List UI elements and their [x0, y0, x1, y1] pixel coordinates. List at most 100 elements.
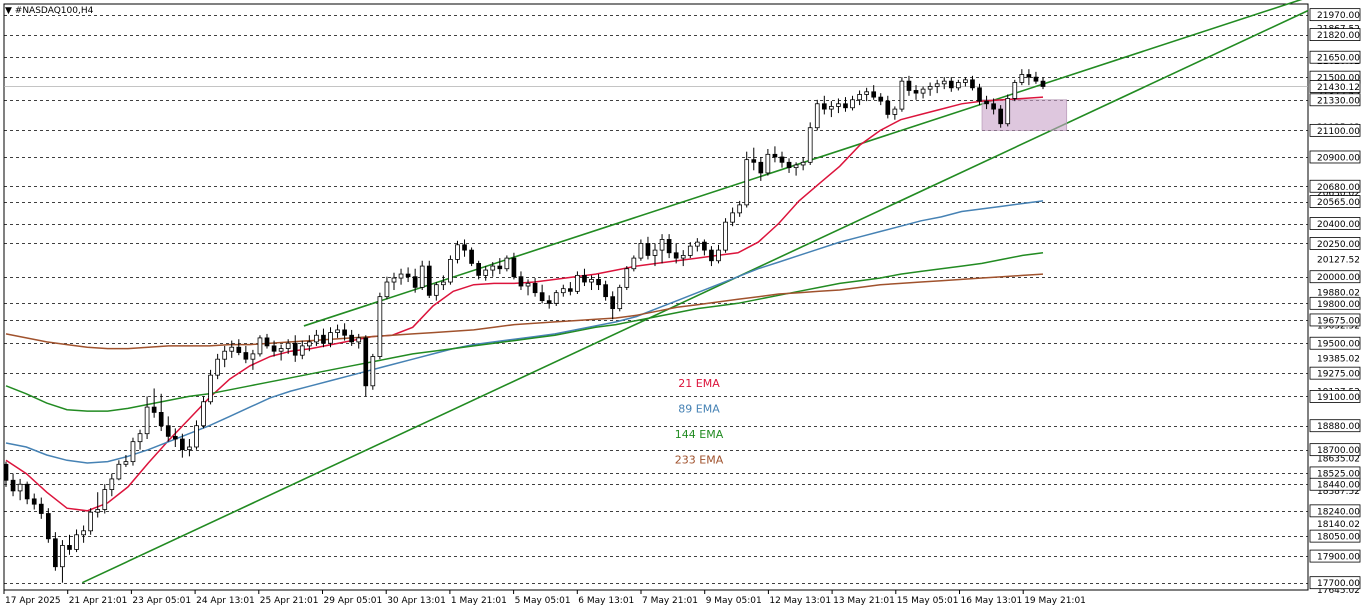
candle[interactable] — [187, 439, 192, 457]
candle[interactable] — [172, 428, 178, 447]
candle[interactable] — [95, 492, 101, 518]
candle[interactable] — [158, 393, 164, 432]
candle[interactable] — [462, 239, 467, 257]
candle[interactable] — [504, 255, 510, 272]
candle[interactable] — [807, 122, 813, 165]
candle[interactable] — [1019, 69, 1025, 86]
candle[interactable] — [730, 207, 735, 227]
candle[interactable] — [278, 344, 284, 361]
candle[interactable] — [744, 151, 750, 208]
candle[interactable] — [991, 98, 996, 115]
candle[interactable] — [864, 87, 869, 102]
candle[interactable] — [673, 243, 679, 264]
candle[interactable] — [441, 275, 446, 291]
candle[interactable] — [370, 353, 376, 390]
candle[interactable] — [3, 461, 9, 487]
candle[interactable] — [130, 437, 136, 466]
candle[interactable] — [1033, 71, 1039, 84]
candle[interactable] — [483, 266, 489, 281]
candle[interactable] — [469, 247, 474, 267]
ema-line[interactable] — [5, 252, 1044, 412]
candle[interactable] — [772, 146, 778, 163]
candle[interactable] — [24, 481, 30, 505]
candle[interactable] — [151, 388, 157, 418]
candle[interactable] — [857, 90, 862, 106]
candle[interactable] — [751, 147, 757, 171]
candle[interactable] — [271, 340, 277, 357]
candle[interactable] — [963, 77, 968, 87]
candle[interactable] — [518, 271, 524, 291]
candle[interactable] — [356, 333, 362, 349]
candle[interactable] — [885, 95, 891, 119]
candle[interactable] — [60, 540, 65, 583]
candle[interactable] — [800, 156, 806, 171]
candle[interactable] — [814, 99, 820, 131]
candle[interactable] — [116, 460, 122, 481]
candle[interactable] — [624, 266, 630, 291]
candle[interactable] — [398, 268, 404, 285]
candle[interactable] — [850, 95, 855, 111]
candle[interactable] — [264, 333, 270, 349]
candle[interactable] — [285, 339, 291, 354]
candle[interactable] — [38, 497, 44, 519]
candle[interactable] — [67, 534, 72, 555]
candle[interactable] — [948, 77, 954, 92]
candle[interactable] — [497, 258, 503, 275]
candle[interactable] — [709, 246, 714, 267]
candle[interactable] — [208, 369, 213, 405]
candle[interactable] — [426, 260, 432, 298]
candle[interactable] — [243, 345, 249, 364]
candle[interactable] — [920, 86, 926, 99]
candle[interactable] — [617, 284, 623, 312]
candle[interactable] — [81, 525, 86, 543]
channel-line-lower[interactable] — [81, 9, 1309, 584]
candle[interactable] — [568, 282, 573, 296]
candle[interactable] — [589, 275, 594, 291]
candle[interactable] — [941, 77, 947, 90]
candle[interactable] — [892, 106, 898, 120]
candle[interactable] — [913, 85, 919, 100]
candle[interactable] — [906, 75, 912, 96]
candle[interactable] — [109, 473, 115, 497]
candle[interactable] — [45, 508, 51, 543]
candle[interactable] — [610, 291, 616, 320]
candle[interactable] — [525, 279, 531, 296]
candle[interactable] — [215, 353, 220, 380]
candle[interactable] — [201, 396, 206, 429]
candle[interactable] — [102, 484, 108, 514]
candle[interactable] — [328, 327, 333, 348]
candle[interactable] — [829, 101, 834, 118]
candle[interactable] — [984, 95, 989, 110]
candle[interactable] — [17, 478, 23, 501]
candle[interactable] — [934, 79, 940, 94]
ema-line[interactable] — [5, 273, 1044, 350]
candle[interactable] — [412, 268, 418, 293]
candle[interactable] — [603, 280, 608, 301]
candle[interactable] — [299, 340, 305, 360]
candle[interactable] — [843, 97, 848, 112]
candle[interactable] — [956, 79, 961, 91]
candle[interactable] — [257, 335, 263, 357]
candle[interactable] — [123, 454, 129, 467]
candle[interactable] — [222, 345, 228, 368]
candle[interactable] — [793, 162, 799, 176]
candle[interactable] — [349, 329, 355, 346]
candle[interactable] — [476, 260, 481, 280]
candle[interactable] — [1026, 69, 1032, 86]
candle[interactable] — [878, 93, 884, 106]
ema-line[interactable] — [5, 200, 1044, 464]
candle[interactable] — [384, 276, 390, 300]
candle[interactable] — [1040, 77, 1046, 90]
candle[interactable] — [342, 323, 347, 341]
candle[interactable] — [758, 156, 764, 181]
candle[interactable] — [546, 295, 552, 309]
candle[interactable] — [144, 396, 150, 440]
candle[interactable] — [165, 416, 171, 442]
candle[interactable] — [405, 267, 411, 283]
candle[interactable] — [737, 200, 742, 217]
candle[interactable] — [377, 292, 383, 360]
candle[interactable] — [977, 83, 982, 106]
candle[interactable] — [836, 98, 841, 114]
candle[interactable] — [716, 244, 721, 264]
candle[interactable] — [899, 77, 905, 112]
